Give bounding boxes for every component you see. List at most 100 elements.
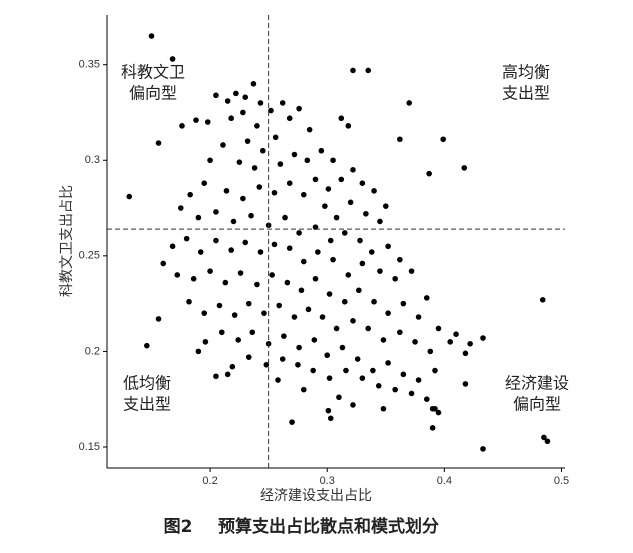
point (480, 446, 486, 452)
point (432, 367, 438, 374)
point (240, 109, 246, 116)
point (202, 339, 209, 345)
point (268, 107, 274, 114)
point (330, 256, 336, 263)
point (359, 260, 366, 267)
point (368, 249, 375, 255)
point (213, 373, 219, 380)
y-tick-label: 0.15 (79, 441, 100, 453)
point (148, 33, 155, 39)
point (408, 390, 415, 397)
point (480, 335, 486, 341)
point (254, 281, 260, 288)
point (435, 409, 442, 416)
point (371, 188, 377, 194)
x-tick-label: 0.3 (320, 475, 335, 487)
point (279, 356, 286, 362)
point (392, 275, 398, 282)
point (415, 314, 422, 320)
point (319, 314, 326, 320)
point (365, 325, 372, 332)
point (213, 237, 219, 244)
point (385, 310, 391, 316)
point (345, 272, 352, 278)
point (312, 224, 319, 230)
point (408, 268, 415, 274)
point (350, 318, 356, 324)
point (324, 352, 331, 359)
point (207, 268, 213, 274)
point (218, 329, 225, 336)
point (359, 180, 366, 187)
point (298, 287, 305, 294)
x-tick-label: 0.2 (202, 475, 217, 487)
point (230, 218, 237, 225)
point (195, 214, 202, 221)
point (415, 377, 422, 383)
point (333, 325, 340, 332)
point (271, 241, 278, 248)
point (385, 360, 391, 366)
y-axis-title: 科教文卫支出占比 (59, 185, 75, 297)
point (350, 67, 356, 74)
point (359, 375, 366, 381)
point (318, 147, 325, 154)
point (382, 203, 389, 209)
point (276, 302, 282, 309)
point (126, 193, 133, 200)
point (201, 310, 208, 316)
quadrant-label: 高均衡 (502, 64, 550, 82)
point (282, 214, 288, 221)
point (249, 329, 256, 336)
quadrant-label: 低均衡 (123, 375, 171, 393)
quadrant-label: 科教文卫 (121, 64, 185, 82)
point (380, 405, 387, 412)
point (322, 203, 328, 209)
point (228, 115, 234, 122)
quadrant-label: 支出型 (502, 85, 550, 103)
point (427, 348, 434, 355)
point (380, 337, 387, 343)
point (177, 205, 184, 211)
point (284, 279, 291, 286)
point (341, 298, 348, 305)
y-tick-label: 0.2 (85, 345, 100, 357)
point (224, 98, 231, 104)
point (187, 191, 193, 198)
point (213, 92, 219, 99)
point (242, 94, 249, 100)
point (429, 425, 436, 431)
point (371, 298, 377, 305)
point (245, 300, 252, 307)
point (271, 189, 278, 196)
quadrant-label: 支出型 (123, 396, 171, 414)
point (327, 237, 334, 244)
point (286, 180, 293, 187)
point (295, 361, 301, 368)
point (277, 161, 284, 167)
point (400, 371, 407, 378)
point (272, 134, 279, 141)
point (440, 136, 446, 143)
point (453, 331, 459, 338)
point (231, 312, 238, 318)
point (296, 105, 302, 112)
point (377, 268, 383, 274)
point (160, 260, 167, 267)
point (216, 302, 223, 309)
point (338, 115, 345, 122)
point (397, 329, 403, 336)
point (220, 142, 226, 148)
point (155, 316, 162, 322)
point (447, 339, 454, 345)
point (222, 279, 229, 286)
quadrant-label-box (117, 62, 189, 106)
point (305, 306, 312, 313)
caption: 预算支出占比散点和模式划分 (218, 516, 439, 537)
point (300, 258, 307, 265)
y-tick-label: 0.3 (85, 154, 100, 166)
point (304, 157, 311, 164)
quadrant-label-box (501, 373, 573, 417)
quadrant-label: 经济建设 (505, 375, 569, 393)
point (397, 256, 403, 263)
